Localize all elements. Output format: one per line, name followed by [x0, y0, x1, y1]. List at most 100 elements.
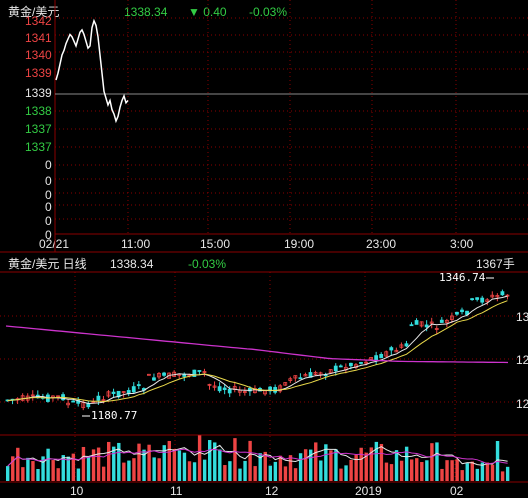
candle-body: [253, 388, 257, 394]
right-label: 12: [516, 397, 528, 411]
volume-bar: [490, 464, 495, 481]
x-label: 11:00: [121, 237, 151, 251]
candle-body: [419, 321, 424, 327]
volume-bar: [415, 458, 419, 481]
daily-price: 1338.34: [110, 257, 154, 271]
volume-bar: [364, 452, 368, 481]
volume-bar: [399, 460, 404, 481]
volume-bar: [319, 460, 323, 481]
volume-bar: [182, 452, 187, 481]
volume-bar: [324, 444, 328, 481]
volume-bar: [354, 454, 358, 481]
candle-body: [136, 384, 141, 387]
volume-bar: [334, 449, 338, 481]
volume-bar: [384, 462, 389, 481]
candle-body: [146, 373, 151, 376]
candle-body: [348, 362, 353, 367]
volume-bar: [76, 468, 81, 481]
ma-short-line: [7, 295, 508, 405]
y-label-zero: 0: [45, 188, 52, 202]
candle-body: [490, 294, 495, 298]
candle-body: [455, 311, 459, 315]
y-label: 1337: [25, 140, 52, 154]
candle-body: [293, 375, 298, 379]
candle-body: [207, 383, 212, 386]
candle-body: [197, 370, 202, 372]
volume-bar: [127, 460, 131, 481]
daily-symbol-period: 黄金/美元 日线: [8, 257, 87, 271]
volume-bar: [475, 468, 480, 481]
volume-bar: [71, 453, 76, 481]
candle-body: [227, 388, 232, 394]
volume-bar: [298, 453, 303, 481]
y-label-zero: 0: [45, 228, 52, 242]
intraday-price-line: [55, 18, 129, 124]
volume-bar: [233, 438, 237, 481]
volume-bar: [21, 467, 25, 481]
y-label: 1337: [25, 122, 52, 136]
volume-bar: [96, 447, 101, 481]
candle-body: [222, 387, 227, 391]
volume-bar: [202, 459, 207, 481]
x-label: 19:00: [284, 237, 315, 251]
intraday-change: ▼ 0.40: [188, 5, 227, 19]
volume-bar: [238, 468, 242, 481]
volume-bar: [359, 447, 363, 481]
candle-body: [485, 299, 490, 302]
candle-body: [475, 297, 480, 300]
candle-body: [278, 385, 283, 392]
volume-bar: [132, 458, 136, 481]
x-label: 3:00: [450, 237, 474, 251]
candle-body: [56, 395, 60, 398]
volume-bar: [480, 462, 485, 481]
volume-bar: [137, 443, 141, 481]
candle-body: [242, 391, 247, 393]
candle-body: [121, 391, 126, 394]
volume-bar: [162, 445, 166, 481]
candle-body: [212, 385, 217, 388]
candle-body: [177, 373, 182, 376]
candle-body: [202, 371, 207, 373]
volume-bar: [349, 459, 353, 481]
candle-body: [480, 297, 485, 303]
volume-bar: [26, 457, 30, 481]
volume-bar: [389, 464, 394, 481]
candle-body: [192, 369, 197, 377]
candle-body: [303, 374, 308, 377]
candle-body: [444, 319, 449, 323]
intraday-change-pct: -0.03%: [249, 5, 288, 19]
candle-body: [313, 372, 318, 375]
volume-bar: [258, 453, 262, 481]
candle-body: [298, 377, 303, 380]
volume-bar: [505, 466, 510, 481]
x-label: 02/21: [39, 237, 70, 251]
volume-bar: [410, 459, 414, 481]
volume-bar: [314, 442, 318, 481]
ma-mid-line: [7, 300, 508, 403]
candle-body: [288, 378, 293, 381]
candle-body: [470, 298, 475, 301]
volume-bar: [112, 446, 116, 481]
volume-bar: [197, 435, 202, 481]
candle-body: [369, 357, 374, 360]
candle-body: [30, 394, 35, 397]
volume-bar: [36, 468, 40, 481]
volume-bar: [157, 458, 161, 481]
candle-body: [399, 344, 404, 348]
volume-bar: [86, 456, 91, 481]
y-label-zero: 0: [45, 158, 52, 172]
daily-change-pct: -0.03%: [188, 257, 227, 271]
y-label: 1338: [25, 104, 52, 118]
candle-body: [394, 349, 399, 353]
x-label: 15:00: [200, 237, 231, 251]
volume-bar: [455, 459, 459, 481]
volume-bar: [485, 462, 490, 481]
volume-ma-line: [7, 444, 508, 467]
candle-body: [404, 343, 409, 347]
volume-bar: [470, 461, 474, 481]
intraday-symbol: 黄金/美元: [8, 5, 60, 19]
intraday-price: 1338.34: [124, 5, 168, 19]
volume-bar: [288, 455, 293, 481]
volume-bar: [263, 451, 267, 481]
